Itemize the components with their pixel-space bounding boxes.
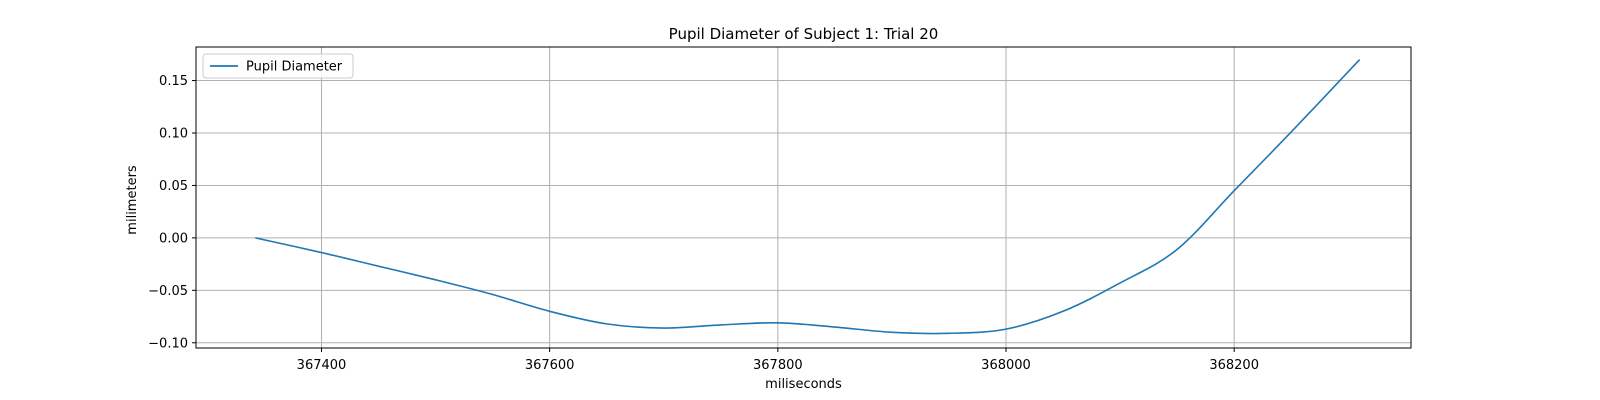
x-tick-label: 368200	[1209, 358, 1259, 373]
legend-label: Pupil Diameter	[246, 60, 343, 75]
x-tick-label: 367800	[753, 358, 803, 373]
chart-title: Pupil Diameter of Subject 1: Trial 20	[669, 25, 939, 43]
x-axis: 367400 367600 367800 368000 368200	[297, 348, 1259, 373]
y-tick-label: 0.10	[159, 127, 188, 142]
series-layer	[255, 60, 1359, 334]
x-tick-label: 367400	[297, 358, 347, 373]
y-tick-label: −0.05	[148, 284, 188, 299]
series-line-pupil-diameter	[255, 60, 1359, 334]
y-axis: −0.10 −0.05 0.00 0.05 0.10 0.15	[148, 74, 196, 351]
y-tick-label: 0.00	[159, 231, 188, 246]
y-tick-label: 0.05	[159, 179, 188, 194]
x-tick-label: 367600	[525, 358, 575, 373]
y-tick-label: 0.15	[159, 74, 188, 89]
legend: Pupil Diameter	[203, 54, 353, 78]
x-tick-label: 368000	[981, 358, 1031, 373]
x-axis-label: miliseconds	[765, 377, 842, 392]
y-axis-label: milimeters	[125, 165, 140, 235]
y-tick-label: −0.10	[148, 336, 188, 351]
